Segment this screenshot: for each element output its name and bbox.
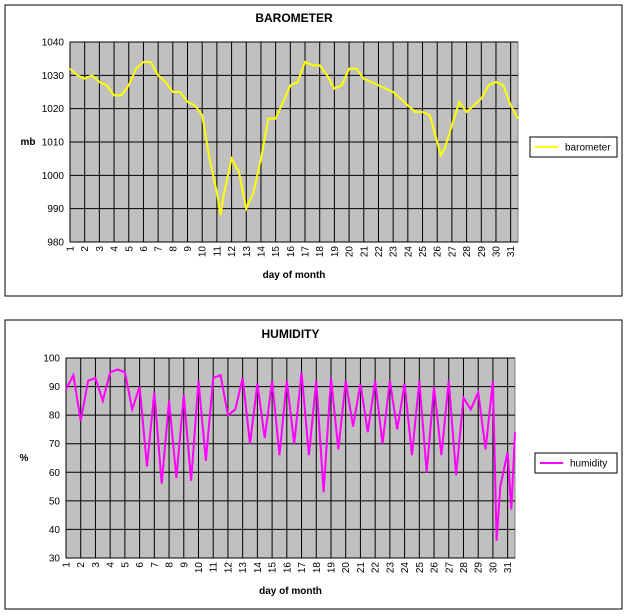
x-tick-label: 6: [139, 246, 150, 252]
chart-title: HUMIDITY: [262, 327, 320, 341]
legend-box: [529, 136, 618, 158]
x-tick-label: 21: [356, 562, 367, 574]
x-tick-label: 24: [403, 246, 414, 258]
x-tick-label: 10: [194, 562, 205, 574]
x-tick-label: 13: [242, 246, 253, 258]
chart-title: BAROMETER: [255, 11, 333, 25]
x-tick-label: 28: [459, 562, 470, 574]
x-tick-label: 24: [400, 562, 411, 574]
x-tick-label: 29: [477, 246, 488, 258]
x-tick-label: 12: [223, 562, 234, 574]
x-tick-label: 1: [66, 246, 77, 252]
x-tick-label: 6: [135, 562, 146, 568]
x-tick-label: 28: [462, 246, 473, 258]
x-tick-label: 11: [209, 562, 220, 573]
y-tick-label: 1020: [42, 104, 65, 115]
x-tick-label: 1: [62, 562, 73, 568]
x-tick-label: 26: [430, 562, 441, 574]
x-tick-label: 20: [345, 246, 356, 258]
x-tick-label: 21: [359, 246, 370, 258]
x-axis-label: day of month: [259, 586, 322, 597]
x-tick-label: 19: [326, 562, 337, 574]
x-tick-label: 7: [154, 246, 165, 252]
x-tick-label: 22: [374, 246, 385, 258]
x-tick-label: 30: [488, 562, 499, 574]
x-tick-label: 23: [389, 246, 400, 258]
y-tick-label: 80: [49, 411, 61, 422]
x-tick-label: 12: [227, 246, 238, 258]
x-tick-label: 17: [301, 246, 312, 258]
y-tick-label: 60: [49, 468, 61, 479]
x-tick-label: 3: [91, 562, 102, 568]
x-axis-label: day of month: [263, 270, 326, 281]
x-tick-label: 2: [80, 246, 91, 252]
x-tick-label: 31: [506, 246, 517, 258]
x-tick-label: 13: [238, 562, 249, 574]
legend-box: [534, 452, 618, 474]
x-tick-label: 25: [415, 562, 426, 574]
x-tick-label: 26: [433, 246, 444, 258]
y-tick-label: 100: [43, 354, 60, 365]
x-tick-label: 14: [253, 562, 264, 574]
x-tick-label: 22: [371, 562, 382, 574]
y-tick-label: 40: [49, 525, 61, 536]
x-tick-label: 27: [447, 246, 458, 258]
x-tick-label: 7: [150, 562, 161, 568]
x-tick-label: 9: [179, 562, 190, 568]
x-tick-label: 4: [106, 562, 117, 568]
y-tick-label: 70: [49, 439, 61, 450]
x-tick-label: 17: [297, 562, 308, 574]
data-line: [69, 60, 519, 216]
x-tick-label: 18: [315, 246, 326, 258]
x-tick-label: 11: [212, 246, 223, 257]
x-tick-label: 16: [286, 246, 297, 258]
x-tick-label: 3: [95, 246, 106, 252]
x-tick-label: 5: [120, 562, 131, 568]
y-axis-label: %: [20, 453, 29, 464]
y-axis-label: mb: [21, 137, 36, 148]
y-tick-label: 30: [49, 554, 61, 565]
x-tick-label: 14: [256, 246, 267, 258]
y-tick-label: 50: [49, 496, 61, 507]
x-tick-label: 25: [418, 246, 429, 258]
x-tick-label: 10: [198, 246, 209, 258]
x-tick-label: 9: [183, 246, 194, 252]
x-tick-label: 15: [268, 562, 279, 574]
x-tick-label: 31: [503, 562, 514, 574]
x-tick-label: 8: [165, 562, 176, 568]
x-tick-label: 15: [271, 246, 282, 258]
y-tick-label: 980: [47, 238, 64, 249]
x-tick-label: 18: [312, 562, 323, 574]
x-tick-label: 5: [124, 246, 135, 252]
y-tick-label: 1000: [42, 171, 65, 182]
x-tick-label: 30: [491, 246, 502, 258]
x-tick-label: 29: [474, 562, 485, 574]
y-tick-label: 990: [47, 204, 64, 215]
x-tick-label: 8: [168, 246, 179, 252]
y-tick-label: 1030: [42, 71, 65, 82]
x-tick-label: 27: [444, 562, 455, 574]
y-tick-label: 90: [49, 382, 61, 393]
x-tick-label: 19: [330, 246, 341, 258]
legend-label: humidity: [570, 459, 607, 470]
x-tick-label: 20: [341, 562, 352, 574]
legend-label: barometer: [565, 143, 611, 154]
x-tick-label: 16: [282, 562, 293, 574]
x-tick-label: 2: [76, 562, 87, 568]
x-tick-label: 23: [385, 562, 396, 574]
y-tick-label: 1040: [42, 38, 65, 49]
x-tick-label: 4: [110, 246, 121, 252]
data-line: [65, 368, 516, 541]
y-tick-label: 1010: [42, 138, 65, 149]
